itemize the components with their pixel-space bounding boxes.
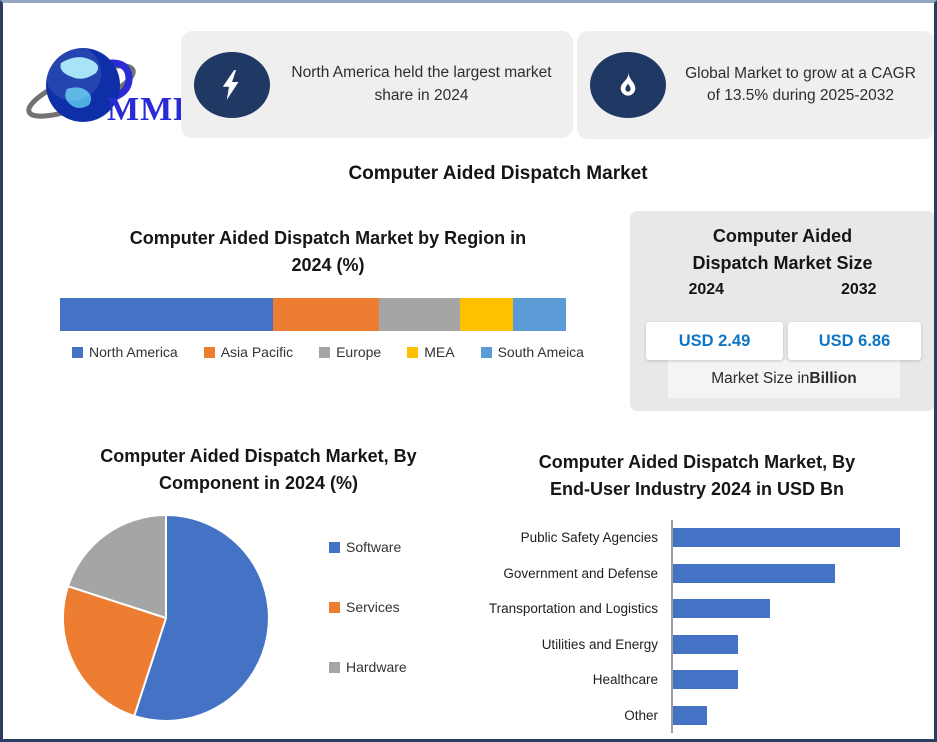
legend-item-south-ameica: South Ameica <box>480 344 584 360</box>
market-size-years: 2024 2032 <box>630 281 934 299</box>
region-segment-north-america <box>60 298 273 331</box>
legend-marker <box>407 346 419 358</box>
market-size-value-2032: USD 6.86 <box>788 322 921 360</box>
legend-item-north-america: North America <box>72 344 178 360</box>
pie-slice-hardware <box>67 514 167 619</box>
legend-marker <box>329 661 340 673</box>
bar-label-public-safety-agencies: Public Safety Agencies <box>520 530 658 546</box>
mmr-logo: MMR <box>26 45 183 128</box>
component-legend: Software Services Hardware <box>329 539 407 719</box>
legend-label: South Ameica <box>497 344 584 360</box>
lightning-icon <box>222 69 239 100</box>
end-user-chart-title: Computer Aided Dispatch Market, By End-U… <box>538 452 856 499</box>
bar-other <box>673 705 707 725</box>
callout-icon-circle <box>194 51 270 118</box>
footnote-unit: Billion <box>809 370 857 387</box>
bar-label-healthcare: Healthcare <box>592 672 658 688</box>
bar-row-transportation-and-logistics: Transportation and Logistics <box>458 591 934 627</box>
year-end: 2032 <box>840 281 877 298</box>
footnote-prefix: Market Size in <box>711 370 810 387</box>
component-chart-section: Computer Aided Dispatch Market, By Compo… <box>41 443 476 738</box>
legend-label: Asia Pacific <box>220 344 294 360</box>
bar-row-other: Other <box>458 698 934 734</box>
legend-item-asia-pacific: Asia Pacific <box>203 344 294 360</box>
callout-north-america: North America held the largest market sh… <box>181 31 573 138</box>
legend-item-mea: MEA <box>407 344 455 360</box>
market-size-footnote: Market Size in Billion <box>668 360 900 398</box>
page-title: Computer Aided Dispatch Market <box>348 163 648 184</box>
bar-label-other: Other <box>624 707 658 723</box>
year-start: 2024 <box>688 281 725 298</box>
end-user-axis-line <box>671 520 673 733</box>
callout-text: North America held the largest market sh… <box>291 64 552 104</box>
component-chart-title: Computer Aided Dispatch Market, By Compo… <box>100 446 417 493</box>
bar-public-safety-agencies <box>673 528 900 548</box>
bar-label-government-and-defense: Government and Defense <box>503 565 658 581</box>
legend-label: Europe <box>336 344 382 360</box>
legend-marker <box>329 601 340 613</box>
region-chart-section: Computer Aided Dispatch Market by Region… <box>43 225 613 360</box>
bar-government-and-defense <box>673 563 835 583</box>
legend-marker <box>319 346 331 358</box>
region-segment-mea <box>459 298 513 331</box>
end-user-rows: Public Safety Agencies Government and Def… <box>458 520 934 734</box>
legend-label: Software <box>346 539 402 555</box>
legend-label: North America <box>89 344 178 360</box>
pie-slice-services <box>61 585 167 717</box>
legend-label: Hardware <box>346 659 407 675</box>
bar-healthcare <box>673 670 738 690</box>
legend-marker <box>203 346 215 358</box>
end-user-chart-section: Computer Aided Dispatch Market, By End-U… <box>458 443 934 738</box>
legend-item-software: Software <box>329 539 407 555</box>
callout-icon-circle <box>590 52 666 118</box>
callout-cagr: Global Market to grow at a CAGR of 13.5%… <box>577 31 934 139</box>
market-size-title: Computer Aided Dispatch Market Size <box>692 226 873 273</box>
bar-label-utilities-and-energy: Utilities and Energy <box>541 636 658 652</box>
legend-item-services: Services <box>329 599 407 615</box>
region-stacked-bar <box>60 298 566 331</box>
bar-label-transportation-and-logistics: Transportation and Logistics <box>488 601 658 617</box>
legend-marker <box>329 541 340 553</box>
pie-slice-software <box>133 514 270 722</box>
bar-transportation-and-logistics <box>673 599 770 619</box>
legend-marker <box>480 346 492 358</box>
bar-row-healthcare: Healthcare <box>458 662 934 698</box>
market-size-value-2024: USD 2.49 <box>646 322 783 360</box>
region-segment-europe <box>378 298 460 331</box>
market-size-values: USD 2.49 USD 6.86 <box>630 322 934 360</box>
bar-row-public-safety-agencies: Public Safety Agencies <box>458 520 934 556</box>
region-segment-south-ameica <box>512 298 566 331</box>
legend-label: Services <box>346 599 400 615</box>
region-legend: North America Asia Pacific Europe MEA South … <box>43 344 613 360</box>
legend-item-hardware: Hardware <box>329 659 407 675</box>
bar-utilities-and-energy <box>673 634 738 654</box>
component-pie <box>61 514 270 722</box>
logo-text: MMR <box>107 91 183 128</box>
legend-marker <box>72 346 84 358</box>
bar-row-utilities-and-energy: Utilities and Energy <box>458 627 934 663</box>
legend-label: MEA <box>424 344 455 360</box>
market-size-panel: Computer Aided Dispatch Market Size 2024… <box>630 211 934 411</box>
region-segment-asia-pacific <box>272 298 379 331</box>
bar-row-government-and-defense: Government and Defense <box>458 556 934 592</box>
region-chart-title: Computer Aided Dispatch Market by Region… <box>129 228 527 275</box>
flame-icon <box>620 72 636 96</box>
legend-item-europe: Europe <box>319 344 381 360</box>
globe-icon <box>45 45 120 122</box>
callout-text: Global Market to grow at a CAGR of 13.5%… <box>685 64 916 104</box>
